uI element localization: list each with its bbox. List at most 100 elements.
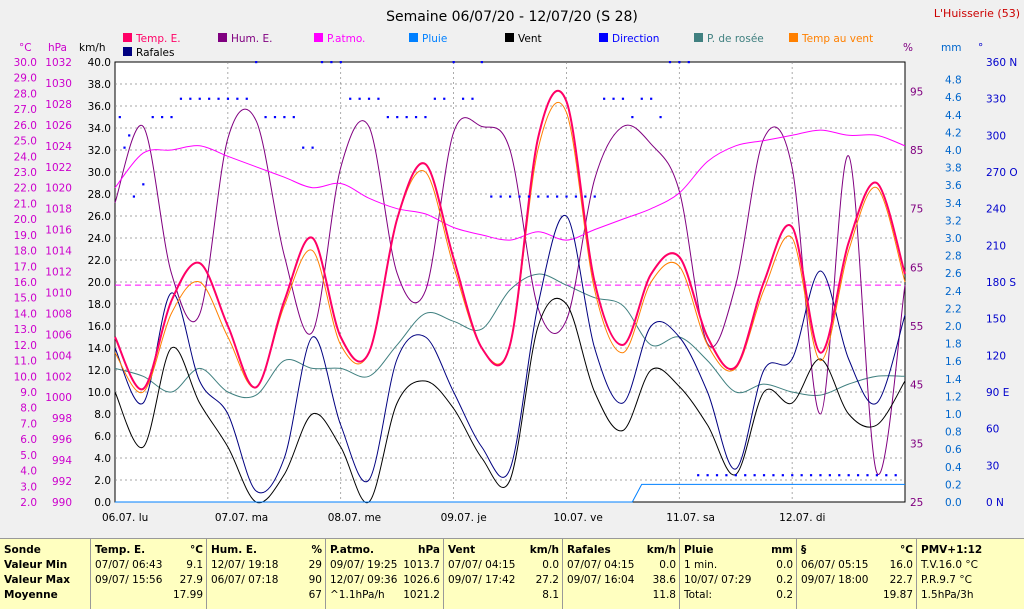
wind-unit-label: km/h <box>79 42 106 54</box>
rain-tick-label: 4.6 <box>945 92 962 104</box>
rain-tick-label: 3.8 <box>945 163 962 175</box>
direction-tick-label: 240 <box>986 204 1006 216</box>
table-cell: 07/07/ 04:15 0.0 <box>448 559 559 571</box>
direction-point <box>433 97 436 100</box>
legend-swatch <box>694 33 703 42</box>
wind-tick-label: 34.0 <box>88 123 111 135</box>
direction-point <box>631 116 634 119</box>
table-cell: 8.1 <box>542 589 559 601</box>
table-cell: 09/07/ 17:42 27.2 <box>448 574 559 586</box>
direction-point <box>762 474 766 477</box>
table-column-header: Pluie mm <box>684 544 793 556</box>
table-column-header: PMV+1:12 <box>921 544 983 556</box>
table-column: Vent km/h 07/07/ 04:15 0.0 09/07/ 17:42 27.2 8… <box>443 539 563 609</box>
direction-point <box>894 474 897 477</box>
legend-label: P.atmo. <box>327 33 365 45</box>
temp-tick-label: 4.0 <box>20 466 37 478</box>
direction-point <box>236 97 239 100</box>
direction-point <box>847 474 850 477</box>
direction-point <box>574 195 578 198</box>
pressure-tick-label: 1000 <box>45 392 72 404</box>
direction-unit-label: ° <box>978 42 983 54</box>
pressure-tick-label: 1016 <box>45 225 72 237</box>
table-cell: 11.8 <box>652 589 676 601</box>
direction-point <box>170 116 173 119</box>
direction-tick-label: 90 E <box>986 387 1009 399</box>
rain-tick-label: 3.0 <box>945 233 962 245</box>
temp-tick-label: 23.0 <box>14 167 37 179</box>
direction-point <box>612 97 615 100</box>
direction-point <box>753 474 756 477</box>
wind-tick-label: 40.0 <box>88 57 111 69</box>
temp-tick-label: 3.0 <box>20 481 37 493</box>
table-cell: P.R.9.7 °C <box>921 574 972 586</box>
direction-point <box>339 61 342 64</box>
direction-tick-label: 300 <box>986 130 1006 142</box>
rain-tick-label: 0.4 <box>945 462 962 474</box>
wind-tick-label: 4.0 <box>94 453 111 465</box>
series-line-pluie <box>115 483 905 503</box>
temp-tick-label: 17.0 <box>14 261 37 273</box>
direction-point <box>302 146 305 149</box>
direction-point <box>706 474 709 477</box>
direction-point <box>621 97 625 100</box>
temp-tick-label: 5.0 <box>20 450 37 462</box>
direction-point <box>885 474 888 477</box>
direction-point <box>311 146 314 149</box>
rain-tick-label: 0.0 <box>945 497 962 509</box>
legend-swatch <box>123 33 132 42</box>
pressure-tick-label: 994 <box>52 455 72 467</box>
legend-label: Hum. E. <box>231 33 272 45</box>
table-cell: 12/07/ 19:18 29 <box>211 559 322 571</box>
wind-tick-label: 20.0 <box>88 277 111 289</box>
direction-point <box>151 116 154 119</box>
temp-tick-label: 18.0 <box>14 246 37 258</box>
direction-point <box>414 116 418 119</box>
rain-tick-label: 0.8 <box>945 427 962 439</box>
table-cell: 09/07/ 15:56 27.9 <box>95 574 203 586</box>
chart-title: Semaine 06/07/20 - 12/07/20 (S 28) <box>386 9 638 25</box>
table-cell: 12/07/ 09:36 1026.6 <box>330 574 440 586</box>
series-line-hum-e- <box>114 108 906 475</box>
rain-tick-label: 2.8 <box>945 251 962 263</box>
chart-legend: Temp. E. Hum. E. P.atmo. Pluie Vent Direction… <box>123 33 873 59</box>
wind-tick-label: 16.0 <box>88 321 111 333</box>
direction-point <box>509 195 512 198</box>
rain-tick-label: 1.8 <box>945 339 962 351</box>
wind-tick-label: 14.0 <box>88 343 111 355</box>
direction-point <box>264 116 267 119</box>
direction-point <box>546 195 549 198</box>
direction-point <box>161 116 164 119</box>
table-row-labels: Sonde Valeur Min Valeur Max Moyenne <box>0 539 90 609</box>
table-cell: ^1.1hPa/h 1021.2 <box>330 589 440 601</box>
legend-swatch <box>123 47 132 56</box>
pressure-tick-label: 1028 <box>45 99 72 111</box>
direction-point <box>678 61 681 64</box>
direction-point <box>142 183 145 186</box>
wind-tick-label: 8.0 <box>94 409 111 421</box>
temp-tick-label: 28.0 <box>14 88 37 100</box>
direction-tick-label: 30 <box>986 460 999 472</box>
temp-tick-label: 10.0 <box>14 371 37 383</box>
temp-tick-label: 13.0 <box>14 324 37 336</box>
table-cell: T.V.16.0 °C <box>921 559 978 571</box>
pressure-tick-label: 996 <box>52 434 72 446</box>
direction-point <box>819 474 822 477</box>
rain-tick-label: 4.4 <box>945 110 962 122</box>
table-row-label: Sonde <box>4 544 41 556</box>
direction-point <box>800 474 803 477</box>
direction-point <box>518 195 521 198</box>
direction-point <box>245 97 248 100</box>
table-column-header: Hum. E.% <box>211 544 322 556</box>
table-cell: 1.5hPa/3h <box>921 589 974 601</box>
direction-point <box>452 61 455 64</box>
wind-tick-label: 2.0 <box>94 475 111 487</box>
direction-point <box>349 97 352 100</box>
temp-tick-label: 11.0 <box>14 356 37 368</box>
table-column: Rafales km/h 07/07/ 04:15 0.0 09/07/ 16:04 38… <box>562 539 680 609</box>
direction-point <box>499 195 502 198</box>
direction-point <box>386 116 389 119</box>
direction-point <box>226 97 230 100</box>
direction-point <box>128 134 131 137</box>
wind-tick-label: 32.0 <box>88 145 111 157</box>
